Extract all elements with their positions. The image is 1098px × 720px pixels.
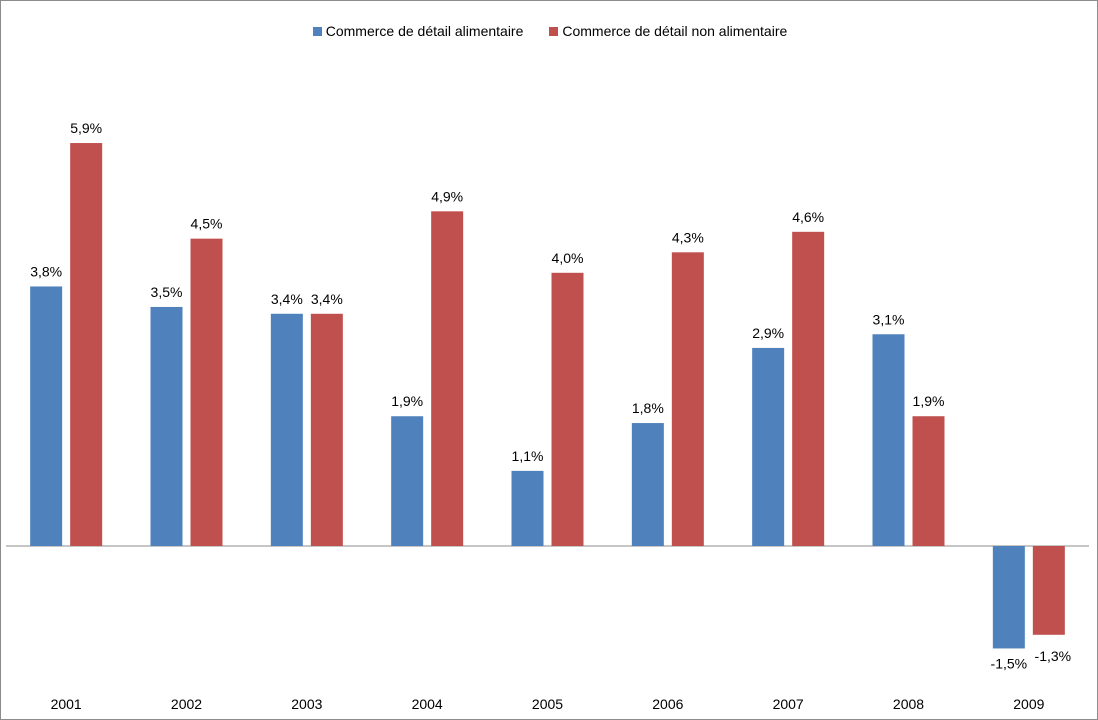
bar-nonfood-2005 [551,272,584,546]
bar-nonfood-2003 [310,313,343,546]
data-label-nonfood-2008: 1,9% [913,393,945,409]
x-tick-label-2009: 2009 [1013,696,1044,712]
data-label-nonfood-2006: 4,3% [672,229,704,245]
legend-label-food: Commerce de détail alimentaire [325,23,524,39]
data-label-food-2003: 3,4% [271,291,303,307]
legend-item-nonfood: Commerce de détail non alimentaire [549,23,787,39]
data-label-food-2009: -1,5% [991,655,1028,671]
bar-nonfood-2004 [431,211,464,546]
bar-food-2004 [391,416,424,546]
bar-food-2006 [631,423,664,546]
data-label-nonfood-2001: 5,9% [70,120,102,136]
x-tick-label-2002: 2002 [171,696,202,712]
legend-swatch-nonfood [549,26,559,36]
legend-swatch-food [312,26,322,36]
data-label-food-2004: 1,9% [391,393,423,409]
x-tick-label-2007: 2007 [773,696,804,712]
bar-food-2008 [872,334,905,546]
bar-food-2002 [150,306,183,546]
bar-nonfood-2007 [792,231,825,546]
data-label-food-2006: 1,8% [632,400,664,416]
data-label-food-2007: 2,9% [752,325,784,341]
legend-item-food: Commerce de détail alimentaire [312,23,524,39]
bar-food-2001 [30,286,63,546]
data-label-food-2002: 3,5% [151,284,183,300]
bar-food-2005 [511,470,544,546]
bar-food-2003 [270,313,303,546]
data-label-nonfood-2003: 3,4% [311,291,343,307]
x-tick-label-2008: 2008 [893,696,924,712]
x-tick-label-2005: 2005 [532,696,563,712]
data-label-nonfood-2002: 4,5% [191,216,223,232]
x-tick-label-2003: 2003 [291,696,322,712]
bar-nonfood-2006 [671,252,704,546]
legend-label-nonfood: Commerce de détail non alimentaire [562,23,788,39]
bar-nonfood-2002 [190,238,223,546]
data-label-food-2005: 1,1% [512,448,544,464]
bar-nonfood-2009 [1032,546,1065,635]
bar-food-2009 [992,546,1025,649]
data-label-nonfood-2004: 4,9% [431,188,463,204]
x-tick-label-2001: 2001 [51,696,82,712]
bar-nonfood-2008 [912,416,945,546]
legend: Commerce de détail alimentaire Commerce … [1,23,1098,39]
x-tick-label-2006: 2006 [652,696,683,712]
data-label-food-2008: 3,1% [873,311,905,327]
data-label-nonfood-2005: 4,0% [552,250,584,266]
x-tick-label-2004: 2004 [412,696,443,712]
data-label-nonfood-2009: -1,3% [1035,648,1072,664]
bar-nonfood-2001 [70,143,103,546]
data-label-food-2001: 3,8% [30,263,62,279]
data-label-nonfood-2007: 4,6% [792,209,824,225]
bar-food-2007 [752,347,785,546]
